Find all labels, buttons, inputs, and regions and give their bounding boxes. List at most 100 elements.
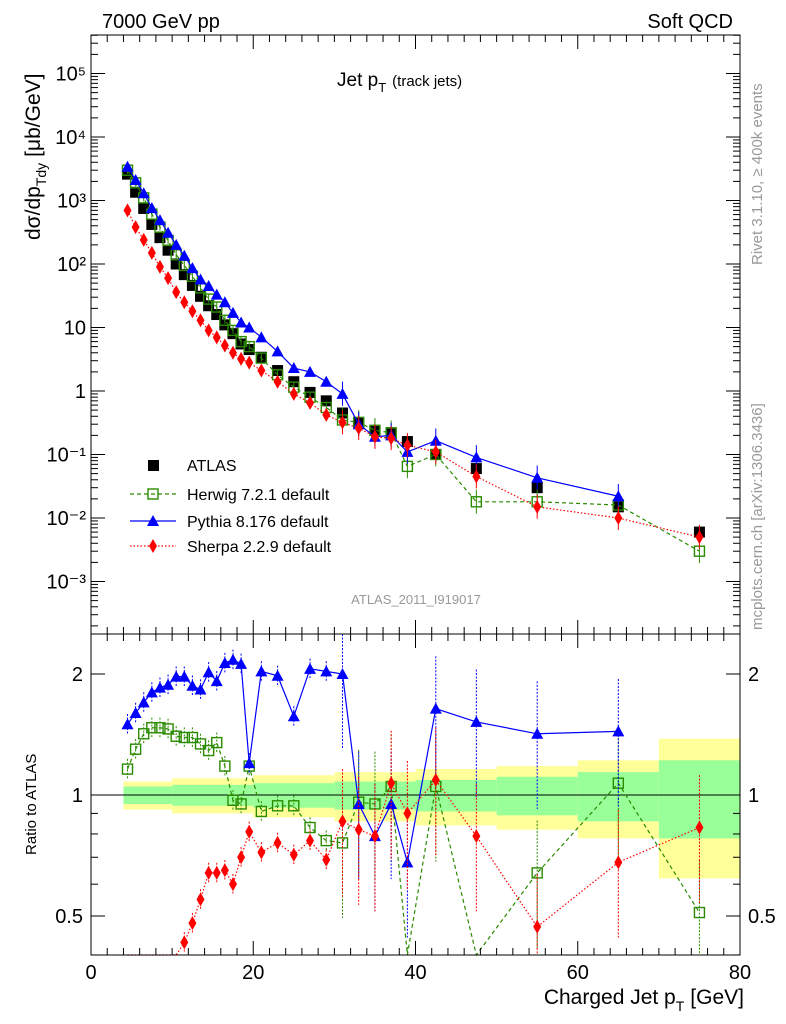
rivet-label: Rivet 3.1.10, ≥ 400k events	[749, 83, 766, 265]
ratio-y-label: Ratio to ATLAS	[23, 754, 40, 855]
data-point	[614, 511, 623, 525]
ratio-point	[153, 681, 166, 693]
legend: ATLAS Herwig 7.2.1 default Pythia 8.176 …	[130, 458, 332, 556]
data-point	[304, 365, 317, 377]
data-point	[387, 431, 396, 446]
ratio-point	[255, 805, 268, 818]
ratio-point	[188, 916, 197, 931]
y-tick-label: 10⁻²	[47, 508, 87, 530]
data-point	[195, 290, 207, 302]
data-point	[470, 496, 483, 508]
ratio-point	[401, 856, 414, 868]
data-point	[202, 280, 215, 292]
ratio-point	[320, 834, 332, 847]
ratio-point	[338, 814, 347, 829]
ratio-point	[138, 728, 150, 740]
ratio-series-sherpa	[127, 727, 704, 956]
data-point	[227, 324, 239, 337]
ratio-point	[146, 722, 158, 734]
ratio-point	[219, 760, 231, 772]
data-point	[130, 186, 142, 198]
ratio-plot-panel: 0.5 0.51 12 20 20 40 60 80 Ratio to ATLAS Charg…	[23, 633, 776, 1014]
ratio-point	[178, 670, 191, 682]
analysis-label: ATLAS_2011_I919017	[351, 592, 481, 607]
data-point	[155, 259, 164, 274]
x-axis-label: Charged Jet pT [GeV]	[544, 986, 744, 1014]
ratio-point	[218, 657, 231, 669]
legend-label-pythia: Pythia 8.176 default	[187, 514, 329, 531]
ratio-point	[129, 706, 142, 718]
data-point	[237, 351, 246, 366]
data-point	[228, 345, 237, 360]
ratio-y-tick-label-right: 1	[748, 785, 759, 807]
data-point	[354, 421, 363, 436]
ratio-point	[612, 725, 625, 737]
category-label: Soft QCD	[647, 11, 733, 33]
y-tick-label: 10³	[57, 191, 86, 213]
y-tick-label: 10⁻³	[47, 572, 87, 594]
energy-label: 7000 GeV pp	[102, 11, 220, 33]
data-point	[235, 316, 248, 328]
data-point	[170, 238, 183, 250]
data-point	[271, 345, 284, 357]
y-tick-label: 10²	[57, 254, 86, 276]
data-point	[370, 429, 379, 444]
data-point	[172, 285, 181, 300]
y-tick-label: 10⁴	[55, 127, 86, 149]
data-point	[145, 202, 158, 214]
data-point	[320, 395, 332, 407]
ratio-point	[235, 657, 248, 669]
data-point	[320, 375, 333, 387]
data-point	[245, 355, 254, 370]
data-point	[170, 258, 182, 270]
y-tick-label: 10⁻¹	[47, 445, 87, 467]
ratio-point	[194, 683, 207, 695]
ratio-point	[470, 715, 483, 727]
ratio-point	[227, 794, 239, 807]
data-point	[255, 352, 268, 364]
ratio-point	[288, 800, 300, 812]
data-point	[695, 530, 704, 545]
ratio-point	[178, 731, 190, 744]
y-tick-label: 10	[64, 318, 86, 340]
ratio-point	[226, 653, 239, 665]
ratio-y-tick-label: 1	[72, 785, 83, 807]
ratio-point	[121, 718, 134, 730]
data-point	[203, 300, 215, 312]
ratio-point	[306, 833, 315, 848]
data-point	[138, 202, 150, 214]
ratio-point	[370, 829, 379, 844]
ratio-point	[196, 892, 205, 907]
legend-label-sherpa: Sherpa 2.2.9 default	[187, 539, 332, 556]
series-pythia	[121, 160, 625, 509]
data-point	[431, 444, 440, 459]
ratio-point	[336, 668, 349, 679]
ratio-point	[472, 829, 481, 844]
ratio-y-tick-label-right: 2	[748, 664, 759, 686]
ratio-y-tick-label: 2	[72, 664, 83, 686]
ratio-point	[186, 731, 199, 744]
data-point	[219, 314, 231, 326]
ratio-point	[271, 669, 284, 681]
data-point	[218, 296, 231, 308]
ratio-point	[186, 679, 199, 691]
x-tick-label: 40	[404, 962, 426, 984]
legend-marker-pythia	[147, 515, 159, 526]
x-tick-label: 80	[729, 962, 751, 984]
data-point	[470, 451, 483, 463]
data-point	[273, 374, 282, 389]
ratio-point	[202, 666, 215, 678]
y-tick-label: 10⁵	[55, 64, 86, 86]
ratio-point	[202, 744, 215, 757]
ratio-point	[210, 675, 223, 687]
ratio-point	[354, 822, 363, 837]
series-atlas	[122, 168, 705, 538]
data-point	[204, 323, 213, 338]
data-point	[123, 203, 132, 218]
series-line	[126, 166, 619, 497]
data-point	[210, 288, 223, 300]
data-point	[139, 232, 148, 247]
ratio-point	[320, 665, 333, 677]
ratio-point	[211, 736, 223, 749]
